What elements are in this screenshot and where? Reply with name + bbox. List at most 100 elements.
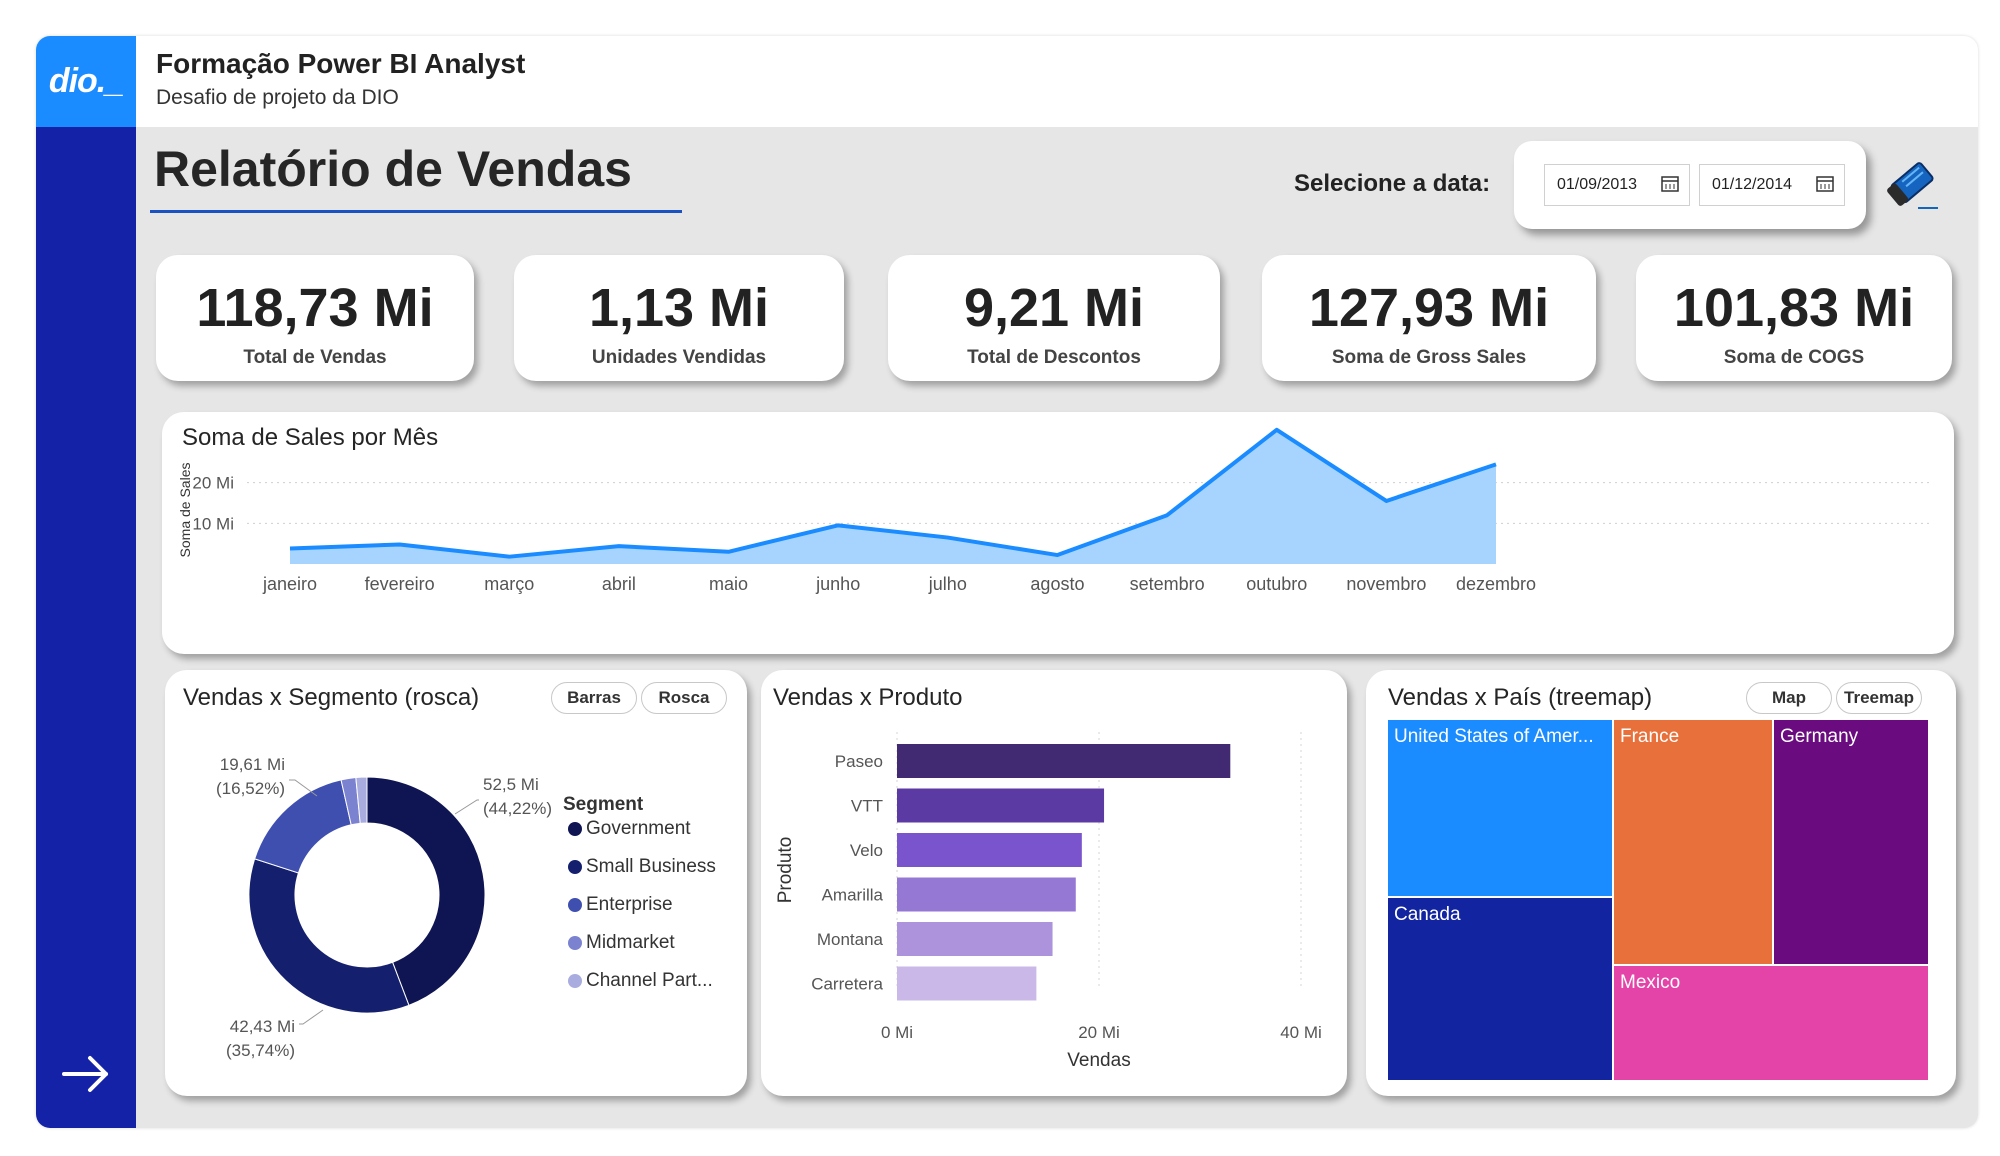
- chart-title: Vendas x País (treemap): [1388, 684, 1653, 711]
- bar: [897, 833, 1082, 867]
- legend-label: Small Business: [586, 856, 716, 877]
- legend-item[interactable]: Enterprise: [568, 894, 673, 916]
- start-date-value: 01/09/2013: [1557, 176, 1638, 193]
- bar: [897, 877, 1076, 912]
- barras-button[interactable]: Barras: [551, 682, 637, 714]
- segment-donut-chart: 52,5 Mi (44,22%) 42,43 Mi (35,74%) 19,61 Mi (…: [216, 755, 552, 1060]
- donut-slice: [366, 776, 486, 1006]
- data-label: 42,43 Mi: [230, 1017, 295, 1036]
- legend-dot: [568, 898, 582, 912]
- kpi-value: 1,13 Mi: [588, 278, 770, 338]
- legend-dot: [568, 822, 582, 836]
- kpi-value: 9,21 Mi: [963, 278, 1145, 338]
- start-date-input[interactable]: 01/09/2013: [1544, 164, 1690, 206]
- legend-label: Government: [586, 818, 691, 839]
- kpi-cogs: 101,83 Mi Soma de COGS: [1636, 255, 1952, 381]
- end-date-input[interactable]: 01/12/2014: [1699, 164, 1845, 206]
- x-tick-label: março: [484, 574, 534, 594]
- y-tick-label: 20 Mi: [192, 474, 234, 493]
- rosca-button[interactable]: Rosca: [641, 682, 727, 714]
- x-tick-label: dezembro: [1456, 574, 1536, 594]
- leader-line: [289, 779, 318, 797]
- data-label: 52,5 Mi: [483, 775, 539, 794]
- category-label: Carretera: [811, 975, 883, 994]
- kpi-value: 101,83 Mi: [1673, 278, 1915, 338]
- category-label: Velo: [850, 841, 883, 860]
- map-button[interactable]: Map: [1746, 682, 1832, 714]
- legend-dot: [568, 860, 582, 874]
- y-tick-label: 10 Mi: [192, 514, 234, 533]
- end-date-value: 01/12/2014: [1712, 176, 1793, 193]
- title-underline: [150, 210, 682, 213]
- leader-line: [454, 799, 479, 815]
- treemap-tile[interactable]: Germany: [1774, 720, 1928, 964]
- kpi-gross-sales: 127,93 Mi Soma de Gross Sales: [1262, 255, 1596, 381]
- bar: [897, 788, 1105, 823]
- treemap-tile[interactable]: United States of Amer...: [1388, 720, 1612, 896]
- legend-title: Segment: [563, 794, 644, 815]
- report-title: Relatório de Vendas: [154, 141, 632, 197]
- country-treemap-card: Vendas x País (treemap) Map Treemap Unit…: [1366, 670, 1956, 1096]
- product-bar-chart: Paseo VTT Velo Amarilla Montana Carretera 0 Mi…: [775, 732, 1322, 1071]
- legend-item[interactable]: Small Business: [568, 856, 716, 878]
- next-page-arrow-icon[interactable]: [60, 1048, 112, 1100]
- x-tick-label: outubro: [1246, 574, 1307, 594]
- chart-title: Vendas x Produto: [773, 684, 963, 711]
- x-tick-label: junho: [815, 574, 860, 594]
- kpi-unidades-vendidas: 1,13 Mi Unidades Vendidas: [514, 255, 844, 381]
- treemap-label: Germany: [1780, 726, 1859, 747]
- chart-title: Soma de Sales por Mês: [182, 424, 439, 451]
- x-tick-label: abril: [602, 574, 636, 594]
- treemap-label: United States of Amer...: [1394, 726, 1594, 747]
- calendar-icon[interactable]: [1661, 176, 1679, 192]
- x-tick-label: janeiro: [262, 574, 317, 594]
- bar: [897, 744, 1231, 778]
- date-filter-label: Selecione a data:: [1294, 170, 1491, 197]
- treemap-tile[interactable]: Mexico: [1614, 966, 1928, 1080]
- kpi-value: 118,73 Mi: [196, 278, 434, 338]
- kpi-label: Unidades Vendidas: [591, 347, 767, 368]
- legend-item[interactable]: Channel Part...: [568, 970, 713, 992]
- x-tick-label: setembro: [1130, 574, 1205, 594]
- kpi-value: 127,93 Mi: [1308, 278, 1550, 338]
- data-label-pct: (35,74%): [226, 1041, 295, 1060]
- sidebar: [36, 127, 136, 1128]
- legend-item[interactable]: Midmarket: [568, 932, 675, 954]
- treemap-button[interactable]: Treemap: [1836, 682, 1922, 714]
- legend-label: Enterprise: [586, 894, 673, 915]
- y-axis-label: Produto: [775, 837, 796, 904]
- category-label: Montana: [817, 930, 884, 949]
- data-label: 19,61 Mi: [220, 755, 285, 774]
- bar: [897, 966, 1037, 1001]
- category-label: Paseo: [835, 752, 883, 771]
- x-tick-label: 0 Mi: [881, 1023, 913, 1042]
- kpi-total-descontos: 9,21 Mi Total de Descontos: [888, 255, 1220, 381]
- sales-line: [289, 427, 1497, 559]
- app-subtitle: Desafio de projeto da DIO: [156, 86, 399, 109]
- treemap-tile[interactable]: France: [1614, 720, 1772, 964]
- x-tick-label: novembro: [1346, 574, 1426, 594]
- treemap-label: France: [1620, 726, 1680, 747]
- treemap-tile[interactable]: Canada: [1388, 898, 1612, 1080]
- data-label-pct: (16,52%): [216, 779, 285, 798]
- category-label: Amarilla: [822, 886, 884, 905]
- x-tick-label: agosto: [1030, 574, 1084, 594]
- y-axis-label: Soma de Sales: [177, 463, 193, 558]
- calendar-icon[interactable]: [1816, 176, 1834, 192]
- x-tick-label: 20 Mi: [1078, 1023, 1120, 1042]
- header-bar: dio._ Formação Power BI Analyst Desafio …: [36, 36, 1978, 127]
- chart-title: Vendas x Segmento (rosca): [183, 684, 480, 711]
- kpi-label: Total de Vendas: [243, 347, 387, 368]
- x-tick-label: julho: [928, 574, 967, 594]
- sales-area: [290, 429, 1496, 564]
- date-slicer: 01/09/2013 01/12/2014: [1514, 141, 1866, 229]
- dio-logo: dio._: [36, 36, 136, 127]
- treemap-label: Mexico: [1620, 972, 1681, 993]
- x-axis-label: Vendas: [1067, 1050, 1130, 1071]
- donut-slice: [355, 776, 368, 824]
- eraser-icon[interactable]: [1884, 156, 1940, 212]
- logo-text: dio._: [48, 62, 124, 100]
- legend-item[interactable]: Government: [568, 818, 691, 840]
- legend-label: Channel Part...: [586, 970, 713, 991]
- bar: [897, 922, 1053, 956]
